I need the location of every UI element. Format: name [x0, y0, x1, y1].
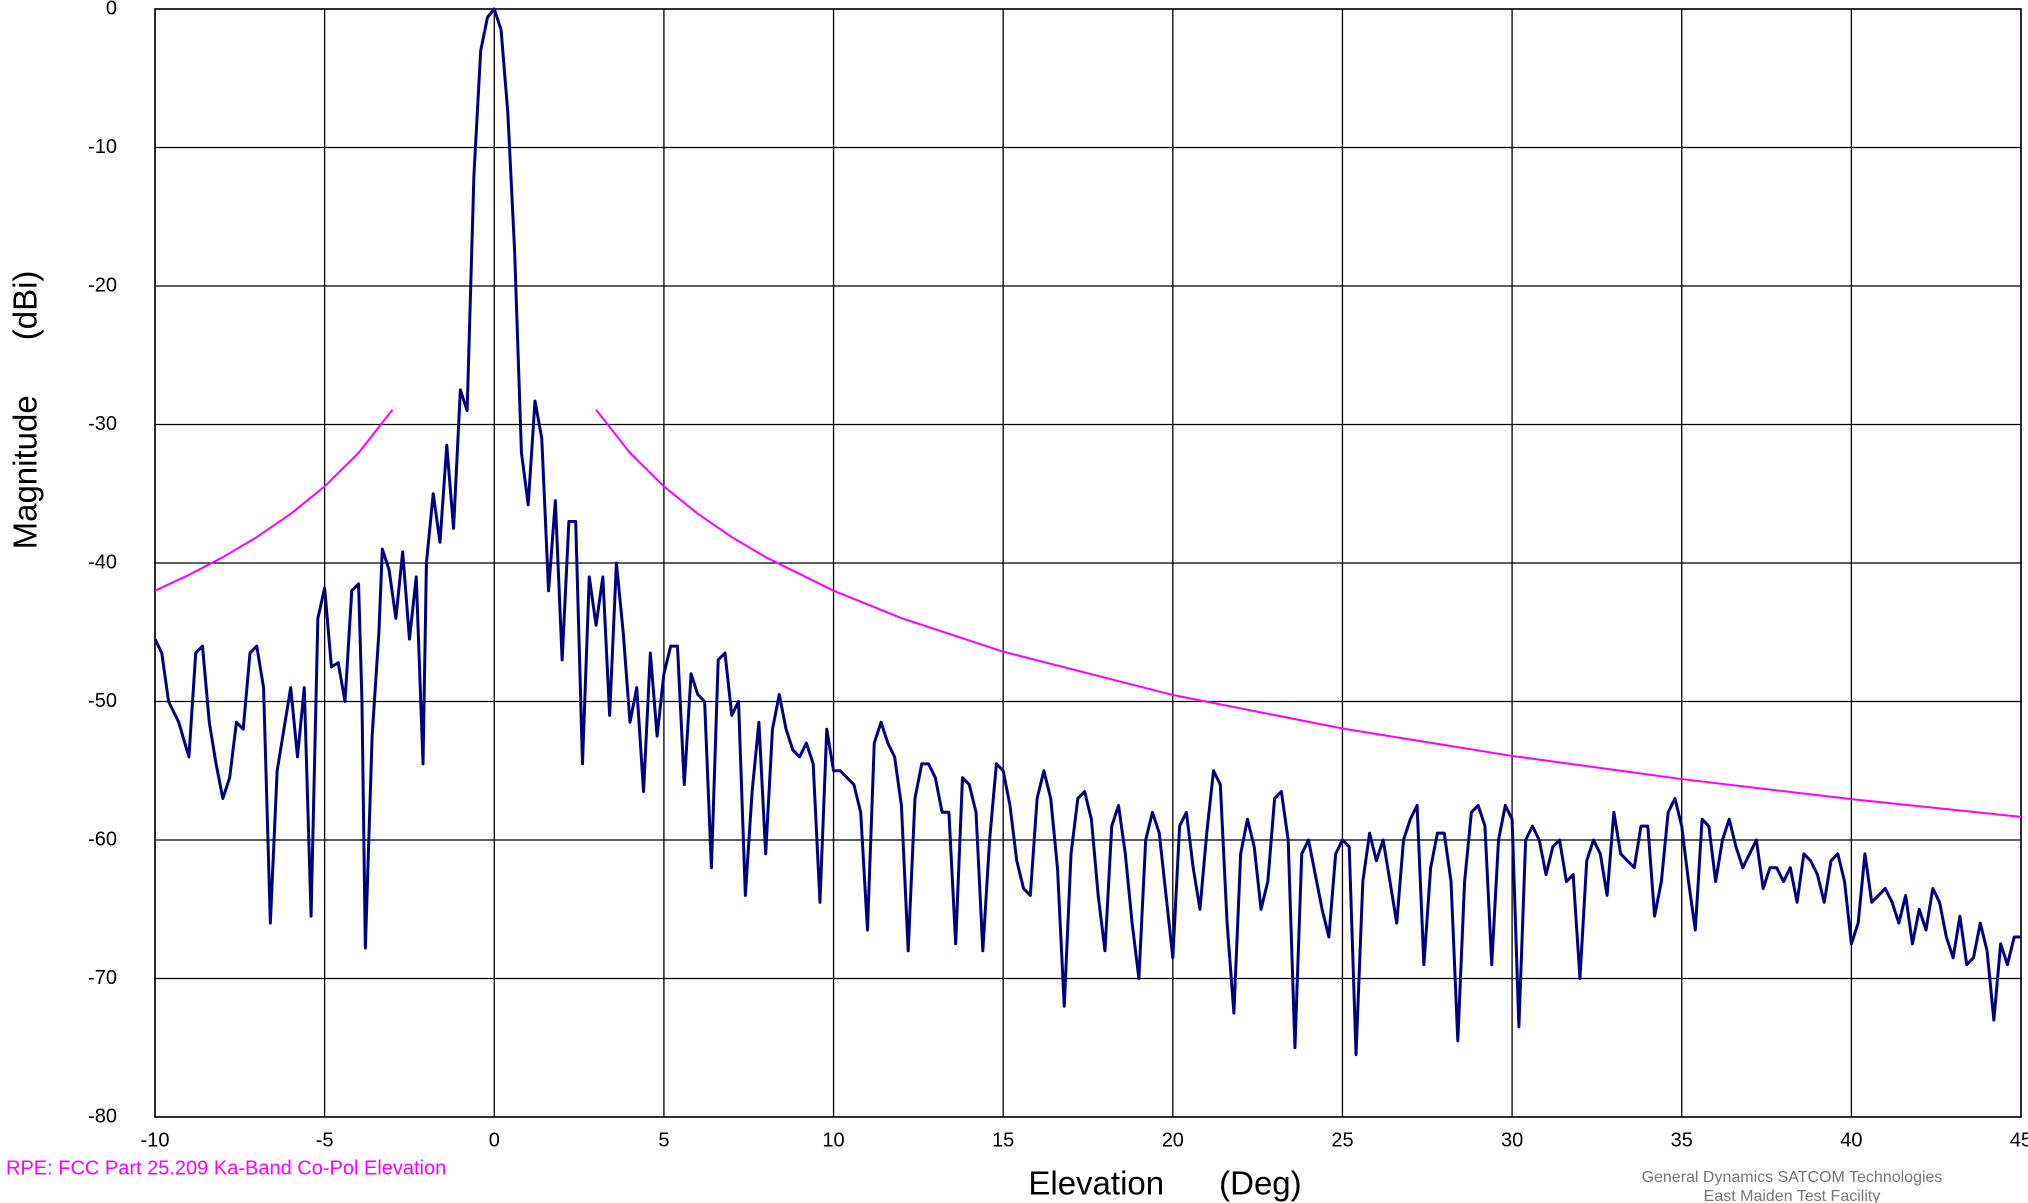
pattern-line	[153, 7, 2021, 1057]
x-tick-label: 10	[822, 1129, 844, 1151]
y-tick-label: -70	[88, 967, 117, 989]
x-tick-label: 25	[1331, 1129, 1353, 1151]
x-tick-label: 30	[1501, 1129, 1523, 1151]
x-tick-label: 5	[658, 1129, 669, 1151]
y-axis-title: Magnitude (dBi)	[7, 271, 44, 550]
y-tick-label: -40	[88, 551, 117, 573]
footer-facility: East Maiden Test Facility	[1704, 1188, 1881, 1203]
y-tick-label: -20	[88, 274, 117, 296]
y-tick-label: -80	[88, 1105, 117, 1127]
x-tick-label: -5	[316, 1129, 334, 1151]
x-tick-label: 40	[1840, 1129, 1862, 1151]
y-tick-label: -50	[88, 690, 117, 712]
x-tick-label: 20	[1162, 1129, 1184, 1151]
x-tick-label: -10	[141, 1129, 170, 1151]
mask-line	[154, 409, 2022, 818]
y-tick-label: -60	[88, 828, 117, 850]
x-tick-label: 15	[992, 1129, 1014, 1151]
y-tick-label: 0	[106, 0, 117, 19]
x-tick-label: 35	[1671, 1129, 1693, 1151]
y-tick-label: -30	[88, 413, 117, 435]
x-axis-title: Elevation (Deg)	[1028, 1165, 1301, 1202]
x-tick-label: 45	[2010, 1129, 2028, 1151]
mask-caption: RPE: FCC Part 25.209 Ka-Band Co-Pol Elev…	[6, 1157, 446, 1179]
x-tick-label: 0	[489, 1129, 500, 1151]
footer-company: General Dynamics SATCOM Technologies	[1642, 1169, 1943, 1186]
y-tick-label: -10	[88, 136, 117, 158]
